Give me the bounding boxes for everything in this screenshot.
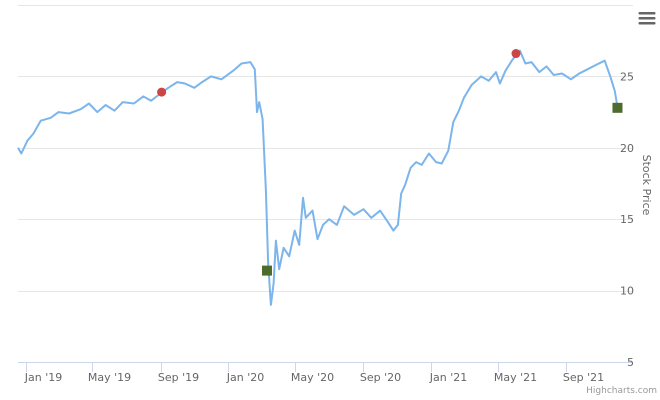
y-tick-label: 10 <box>620 285 634 298</box>
y-tick-label: 25 <box>620 70 634 83</box>
square-marker <box>261 265 272 276</box>
x-tick-label: May '21 <box>494 371 537 384</box>
x-tick-label: Jan '21 <box>429 371 467 384</box>
x-tick-label: May '19 <box>88 371 131 384</box>
x-tick-label: Jan '20 <box>226 371 264 384</box>
square-marker <box>612 102 623 113</box>
hamburger-menu-icon[interactable] <box>636 8 656 28</box>
y-tick-label: 20 <box>620 142 634 155</box>
circle-marker <box>157 87 167 97</box>
y-axis-title: Stock Price <box>640 155 653 216</box>
x-tick-label: Sep '20 <box>360 371 401 384</box>
x-tick-label: Sep '21 <box>563 371 604 384</box>
y-axis-ticks: 5 10 15 20 25 <box>620 70 634 369</box>
credits-link[interactable]: Highcharts.com <box>586 386 657 396</box>
x-tick-label: Sep '19 <box>158 371 199 384</box>
y-tick-label: 5 <box>627 356 634 369</box>
x-tick-label: May '20 <box>291 371 334 384</box>
y-tick-label: 15 <box>620 213 634 226</box>
circle-marker <box>511 49 521 59</box>
price-series-line <box>17 49 618 306</box>
x-tick-label: Jan '19 <box>24 371 62 384</box>
markers <box>157 49 623 276</box>
grid-lines <box>18 5 633 292</box>
x-axis-ticks: Jan '19 May '19 Sep '19 Jan '20 May '20 Sep '… <box>24 362 604 384</box>
